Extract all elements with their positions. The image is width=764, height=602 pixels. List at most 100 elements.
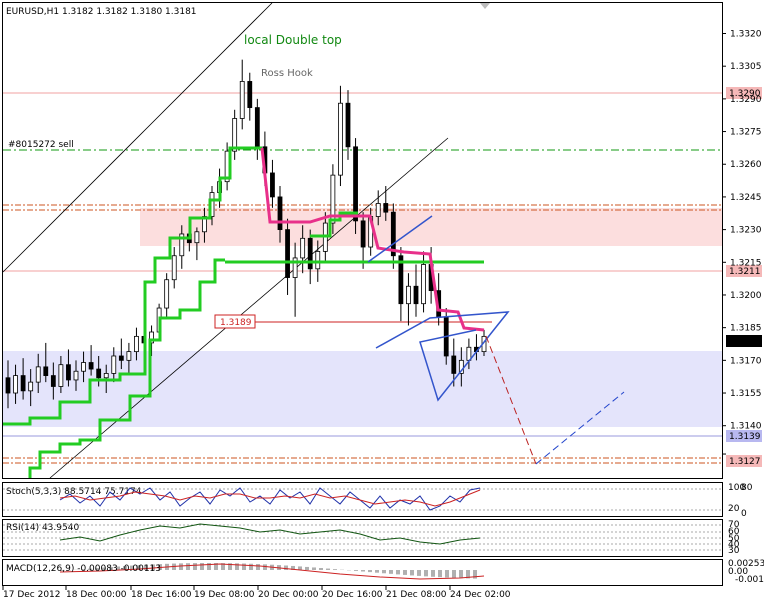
y-tick-label: 1.3275 (730, 128, 762, 138)
macd-label: MACD(12,26,9) -0.00083 -0.00113 (6, 564, 161, 574)
trailing-stop-late (310, 211, 358, 238)
macd-bar (263, 564, 267, 570)
mid-line-label-bg (726, 265, 762, 277)
candle-body (254, 107, 260, 148)
stoch-tick-0: 0 (741, 509, 747, 519)
macd-bar (298, 566, 302, 570)
y-tick-label: 1.3305 (730, 62, 762, 72)
macd-bar (284, 565, 288, 570)
macd-bar (445, 570, 449, 578)
macd-histogram (60, 563, 477, 579)
candle-body (307, 237, 313, 270)
candle-body (247, 81, 253, 108)
x-tick-label: 18 Dec 00:00 (66, 590, 127, 600)
y-tick-label: 1.3260 (730, 160, 762, 170)
candle-body (134, 335, 139, 353)
macd-bar (459, 570, 463, 579)
candle-body (58, 364, 64, 387)
macd-bar (88, 568, 92, 570)
lower-line-label: 1.3139 (729, 432, 761, 442)
candle-body (383, 203, 389, 213)
candle-body (315, 250, 321, 270)
candle-body (164, 279, 170, 309)
macd-bar (214, 563, 218, 570)
macd-bar (438, 570, 442, 578)
macd-bar (361, 570, 365, 572)
scroll-marker-icon (480, 3, 490, 9)
candle-body (5, 377, 11, 394)
rsi-tick-50: 50 (728, 534, 740, 544)
candle-body (345, 102, 351, 148)
x-tick-label: 20 Dec 00:00 (258, 590, 319, 600)
candle-body (50, 375, 56, 387)
macd-bar (81, 569, 85, 570)
macd-bar (200, 563, 204, 570)
candle-body (300, 237, 306, 259)
y-tick-label: 1.3230 (730, 226, 762, 236)
macd-bar (151, 564, 155, 570)
resistance-zone (140, 208, 722, 246)
macd-bar (207, 563, 211, 570)
macd-bar (109, 567, 113, 570)
y-tick-label: 1.3200 (730, 291, 762, 301)
trailing-stop-line (3, 146, 262, 426)
upper-resistance-label: 1.3290 (729, 89, 761, 99)
candle-body (28, 381, 34, 392)
candle-body (451, 355, 457, 374)
level-box (214, 314, 256, 329)
macd-bar (417, 570, 421, 576)
channel-upper (2, 2, 273, 273)
macd-bar (123, 566, 127, 570)
x-tick-label: 21 Dec 08:00 (386, 590, 447, 600)
macd-bar (354, 570, 358, 571)
macd-bar (375, 570, 379, 573)
level-box-text: 1.3189 (220, 318, 252, 328)
macd-bar (95, 568, 99, 570)
candle-body (239, 81, 245, 119)
support-zone (3, 351, 722, 427)
upper-resistance-label-bg (726, 87, 762, 99)
candle-body (111, 355, 117, 374)
wedge-upper (367, 215, 433, 263)
candle-body (406, 285, 411, 305)
bottom-line-label-bg (726, 455, 762, 467)
trailing-stop-line-lower (28, 258, 225, 478)
rsi-label: RSI(14) 43.9540 (6, 523, 79, 533)
x-tick-label: 18 Dec 16:00 (131, 590, 192, 600)
macd-bar (326, 568, 330, 570)
stoch-tick-100: 100 (728, 483, 745, 493)
macd-tick-zero: 0.00 (728, 567, 748, 577)
candle-body (458, 359, 464, 374)
y-tick-label: 1.3155 (730, 389, 762, 399)
x-tick-label: 19 Dec 08:00 (194, 590, 255, 600)
candle-body (149, 331, 154, 344)
rsi-tick-30: 30 (728, 546, 740, 556)
x-axis-ticks: 17 Dec 2012 18 Dec 00:00 18 Dec 16:00 19 De… (2, 586, 511, 600)
ross-hook-text: Ross Hook (261, 68, 313, 79)
macd-bar (473, 570, 477, 579)
candle-body (118, 355, 124, 361)
macd-bar (431, 570, 435, 577)
candle-body (390, 211, 396, 257)
candle-body (126, 351, 132, 361)
bottom-line-label: 1.3127 (729, 457, 761, 467)
y-tick-label: 1.3320 (730, 30, 762, 40)
rsi-tick-40: 40 (728, 540, 740, 550)
stoch-frame (2, 482, 723, 517)
macd-bar (242, 563, 246, 570)
candle-body (398, 255, 404, 305)
macd-bar (116, 566, 120, 570)
candle-body (96, 368, 102, 379)
candle-body (232, 118, 238, 152)
x-tick-label: 17 Dec 2012 (3, 590, 61, 600)
macd-signal-line (59, 563, 485, 580)
macd-bar (368, 570, 372, 573)
candle-body (171, 255, 177, 281)
macd-bar (319, 568, 323, 570)
macd-bar (60, 570, 64, 571)
macd-bar (466, 570, 470, 579)
macd-bar (403, 570, 407, 575)
macd-bar (424, 570, 428, 577)
y-tick-label: 1.3170 (730, 356, 762, 366)
